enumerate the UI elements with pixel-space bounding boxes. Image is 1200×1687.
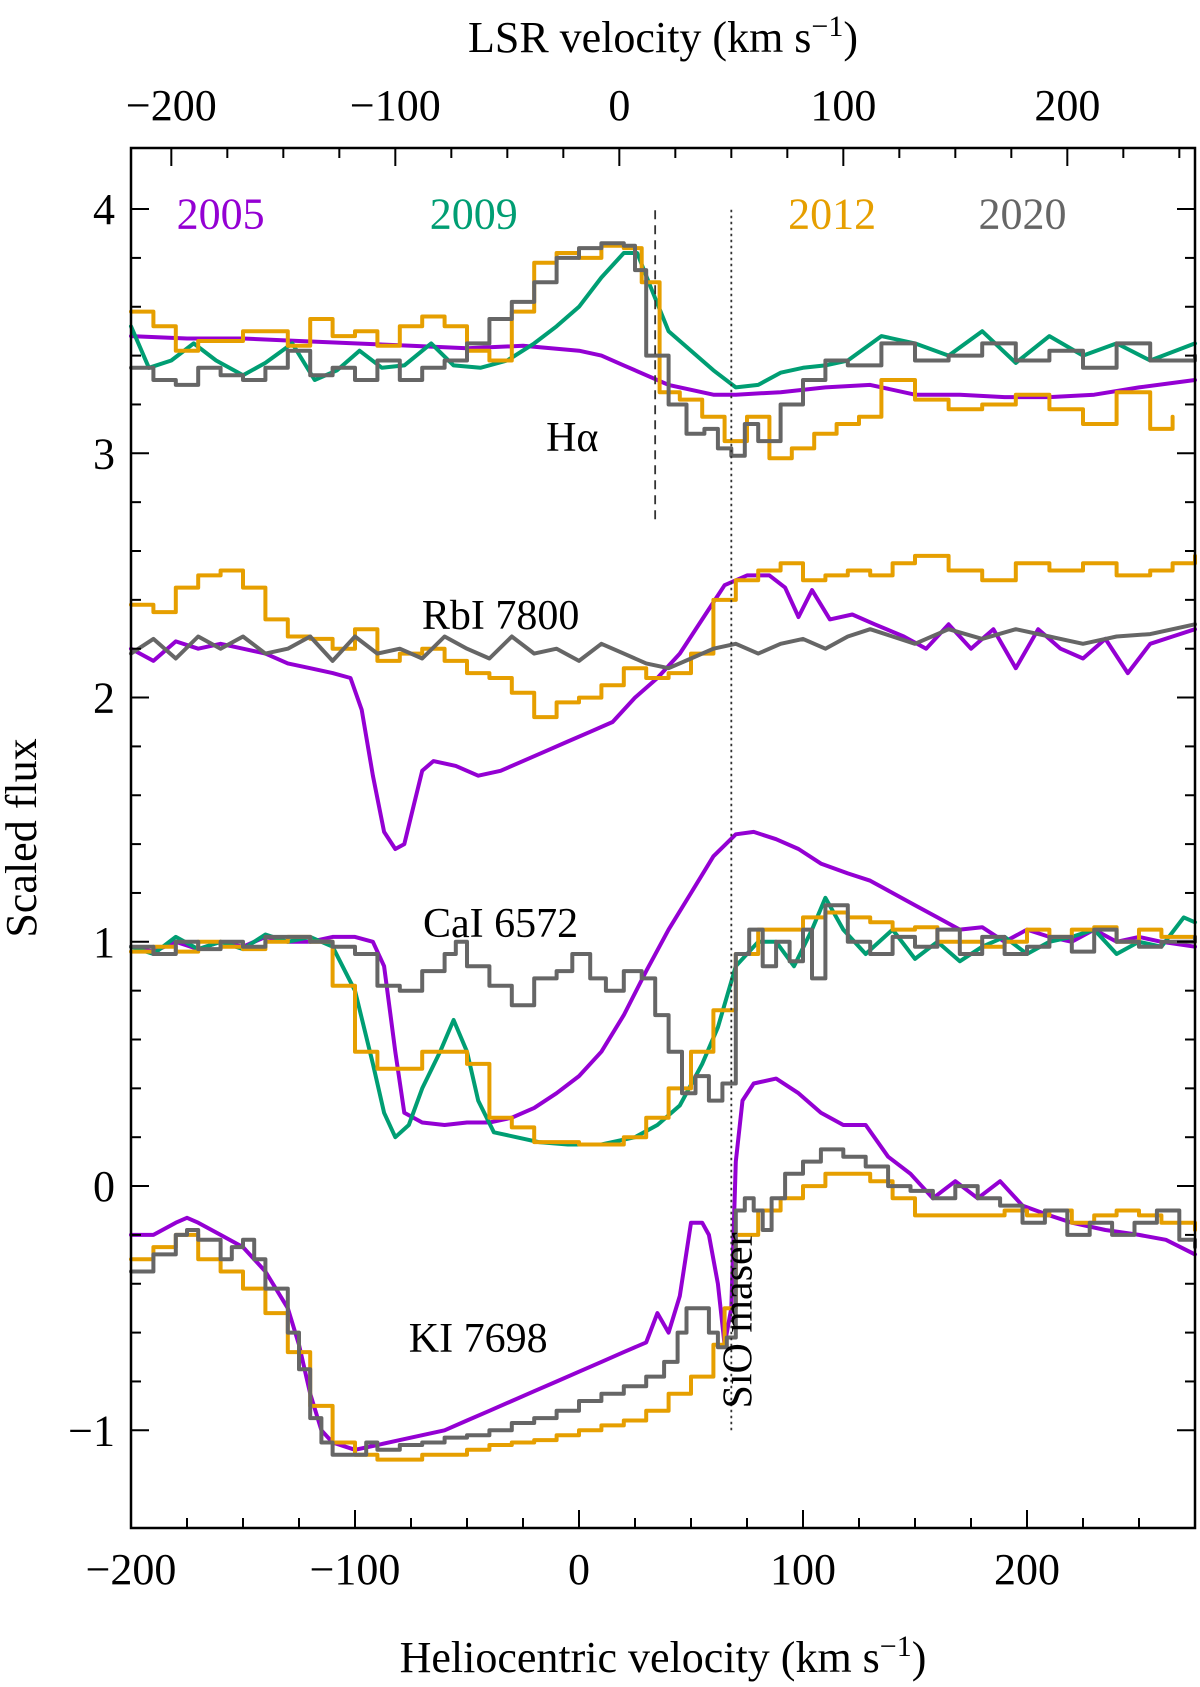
x2-tick-label: 0: [608, 81, 630, 130]
x2-tick-label: −100: [350, 81, 441, 130]
series-2020-h: [129, 241, 1197, 458]
series-2012-rbi-7800: [129, 553, 1197, 720]
x2-tick-label: 100: [810, 81, 876, 130]
x-axis-label: Heliocentric velocity (km s−1): [400, 1630, 927, 1682]
y-tick-label: −1: [68, 1406, 115, 1455]
y-tick-label: 2: [93, 674, 115, 723]
series-2005-cai-6572: [129, 829, 1197, 1127]
y-tick-label: 0: [93, 1162, 115, 1211]
y-tick-label: 3: [93, 429, 115, 478]
series-2012-ki-7698: [129, 1171, 1197, 1462]
axis-ticks: −200 −100 0 100 200 −200 −100 0 100 200 −1 0 1 2 3 4: [68, 81, 1196, 1594]
legend-2009: 2009: [430, 190, 518, 239]
series-2012-h: [129, 243, 1175, 461]
legend-2020: 2020: [979, 190, 1067, 239]
x-tick-label: −100: [310, 1545, 401, 1594]
series-2005-ki-7698: [129, 1076, 1197, 1452]
x2-tick-label: −200: [126, 81, 217, 130]
x-tick-label: 0: [568, 1545, 590, 1594]
x-tick-label: 200: [994, 1545, 1060, 1594]
line-annotations: Hα RbI 7800 CaI 6572 KI 7698 SiO maser: [409, 415, 762, 1409]
series-2020-cai-6572: [129, 903, 1197, 1103]
y-tick-label: 1: [93, 918, 115, 967]
series-2005-rbi-7800: [129, 573, 1197, 851]
x-tick-label: −200: [86, 1545, 177, 1594]
annotation-rbi-7800: RbI 7800: [422, 593, 580, 639]
y-axis-label: Scaled flux: [0, 738, 46, 937]
series-2009-h: [129, 251, 1197, 390]
annotation-cai-6572: CaI 6572: [423, 901, 578, 947]
annotation-h: Hα: [546, 415, 598, 461]
legend-2012: 2012: [788, 190, 876, 239]
reference-lines: [654, 209, 733, 1431]
plot-frame: [129, 146, 1197, 1530]
series-layer: [129, 241, 1197, 1462]
series-2020-rbi-7800: [129, 622, 1197, 671]
series-2005-h: [129, 334, 1197, 400]
legend-2005: 2005: [177, 190, 265, 239]
annotation-sio-maser: SiO maser: [715, 1232, 761, 1408]
x2-tick-label: 200: [1034, 81, 1100, 130]
annotation-ki-7698: KI 7698: [409, 1316, 548, 1362]
legend: 2005 2009 2012 2020: [177, 190, 1067, 239]
x2-axis-label: LSR velocity (km s−1): [468, 10, 858, 62]
series-2020-ki-7698: [129, 1147, 1197, 1457]
x-tick-label: 100: [770, 1545, 836, 1594]
y-tick-label: 4: [93, 185, 115, 234]
series-2009-cai-6572: [129, 895, 1197, 1147]
